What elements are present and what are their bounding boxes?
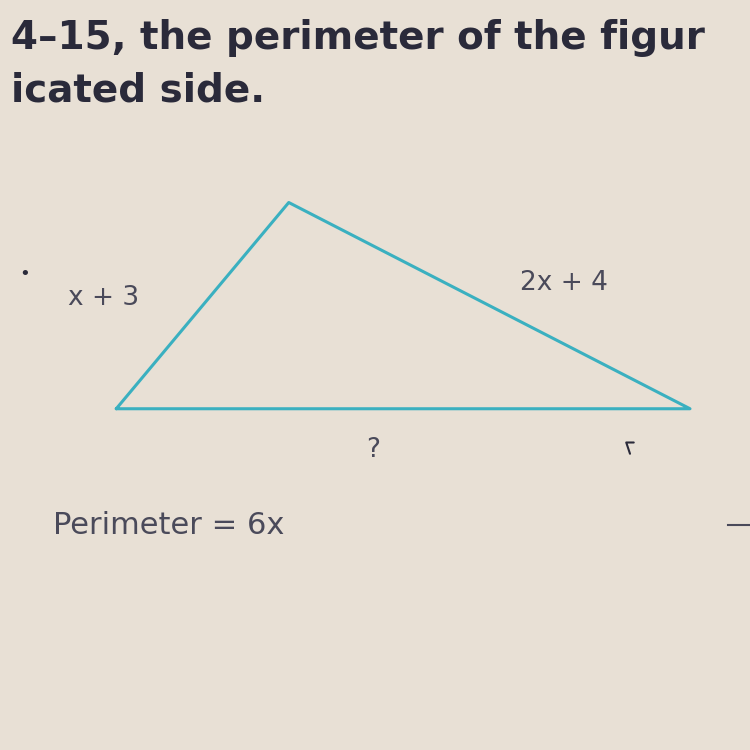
Text: x + 3: x + 3	[68, 285, 139, 311]
Text: 4–15, the perimeter of the figur: 4–15, the perimeter of the figur	[11, 19, 705, 57]
Text: •: •	[19, 265, 29, 283]
Text: Perimeter = 6x: Perimeter = 6x	[53, 511, 284, 539]
Text: 2x + 4: 2x + 4	[520, 270, 608, 296]
Text: icated side.: icated side.	[11, 71, 266, 110]
Text: ?: ?	[366, 437, 380, 463]
